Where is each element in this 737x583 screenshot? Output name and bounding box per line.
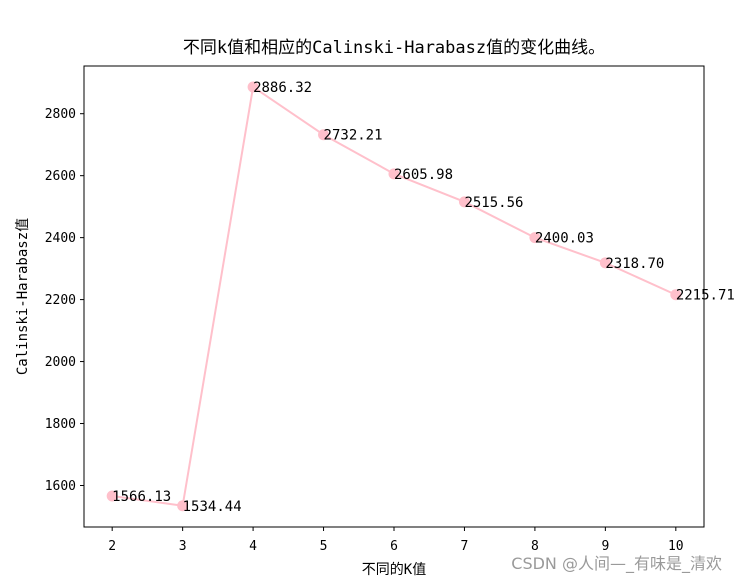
y-tick-label: 2600 [45, 169, 76, 184]
x-tick-label: 6 [390, 539, 398, 554]
y-tick-label: 2800 [45, 107, 76, 122]
data-point [670, 289, 682, 301]
data-point [247, 81, 259, 93]
watermark: CSDN @人间—_有味是_清欢 [511, 554, 722, 574]
data-label: 1534.44 [183, 499, 242, 515]
data-label: 2515.56 [464, 195, 523, 211]
x-tick-label: 8 [531, 539, 539, 554]
x-tick-label: 7 [461, 539, 469, 554]
y-tick-label: 1600 [45, 479, 76, 494]
data-label: 2318.70 [605, 256, 664, 272]
x-tick-label: 9 [601, 539, 609, 554]
chart-title: 不同k值和相应的Calinski-Harabasz值的变化曲线。 [183, 38, 605, 58]
data-label: 2605.98 [394, 167, 453, 183]
data-label: 2886.32 [253, 80, 312, 96]
y-axis-label: Calinski-Harabasz值 [15, 218, 31, 375]
x-tick-label: 2 [108, 539, 116, 554]
y-tick-label: 1800 [45, 417, 76, 432]
data-point [177, 500, 189, 512]
plot-area [83, 65, 705, 528]
data-point [599, 257, 611, 269]
data-point [458, 196, 470, 208]
data-point [106, 490, 118, 502]
data-label: 1566.13 [112, 489, 171, 505]
x-tick-label: 5 [320, 539, 328, 554]
x-axis: 2 3 4 5 6 7 8 9 10 [108, 527, 684, 554]
series-line [112, 85, 677, 507]
data-point [529, 232, 541, 244]
data-label: 2400.03 [535, 231, 594, 247]
x-tick-label: 3 [179, 539, 187, 554]
series-markers [106, 81, 682, 512]
y-tick-label: 2400 [45, 231, 76, 246]
data-point [318, 129, 330, 141]
data-point [388, 168, 400, 180]
y-axis: 1600 1800 2000 2200 2400 2600 2800 [45, 107, 84, 494]
y-tick-label: 2200 [45, 293, 76, 308]
x-tick-label: 10 [668, 539, 684, 554]
data-label: 2732.21 [324, 128, 383, 144]
y-tick-label: 2000 [45, 355, 76, 370]
data-label: 2215.71 [676, 288, 735, 304]
data-labels: 1566.13 1534.44 2886.32 2732.21 2605.98 2515.… [112, 80, 735, 515]
x-tick-label: 4 [249, 539, 257, 554]
x-axis-label: 不同的K值 [362, 562, 426, 578]
